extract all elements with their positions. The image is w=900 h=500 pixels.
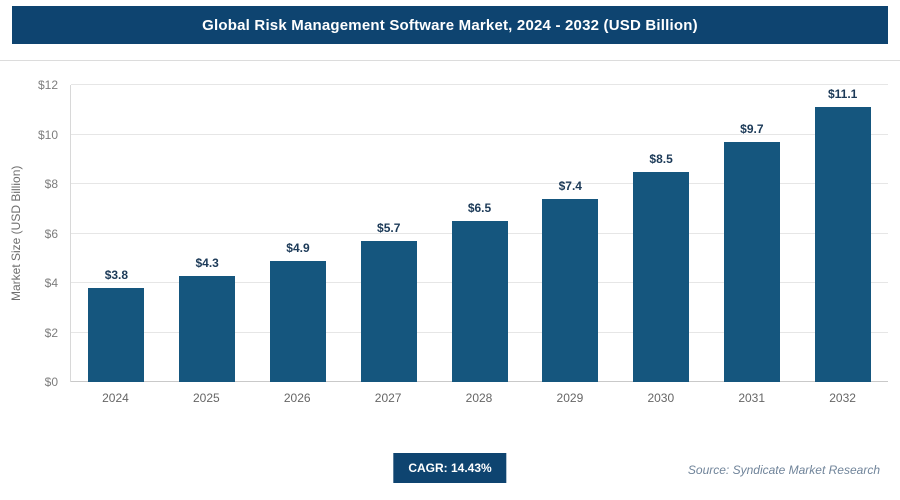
bar-cell-2030: $8.5 [616,85,707,382]
y-tick-label: $12 [37,78,58,92]
gridline [71,84,888,85]
bar-value-label: $4.9 [286,240,310,255]
y-axis-ticks: $0 $2 $4 $6 $8 $10 $12 [26,78,66,389]
y-tick-label: $8 [44,177,58,191]
bar-value-label: $8.5 [649,151,673,166]
bar-value-label: $7.4 [558,178,582,193]
bar-cell-2031: $9.7 [706,85,797,382]
bar-value-label: $4.3 [195,255,219,270]
chart-title-bar: Global Risk Management Software Market, … [12,6,888,44]
bar-2024 [88,287,145,382]
y-tick-label: $0 [44,375,58,389]
x-tick-label-2025: 2025 [192,391,220,405]
bar-cell-2027: $5.7 [343,85,434,382]
source-note: Source: Syndicate Market Research [687,463,880,477]
x-tick-label-2028: 2028 [465,391,493,405]
bar-value-label: $3.8 [104,267,129,282]
header-divider [0,60,900,61]
y-tick-label: $4 [44,276,58,290]
bar-cell-2028: $6.5 [434,85,525,382]
bar-value-label: $6.5 [467,201,492,216]
chart-title: Global Risk Management Software Market, … [202,16,698,34]
x-axis-labels: 2024 2025 2026 2027 2028 2029 2030 2031 2032 [70,391,888,405]
x-tick-label-2029: 2029 [556,391,584,405]
x-tick-label-2026: 2026 [283,391,311,405]
bar-cell-2024: $3.8 [71,85,162,382]
y-axis-title: Market Size (USD Billion) [9,165,23,302]
bar-cell-2029: $7.4 [525,85,616,382]
bar-2029 [542,198,599,382]
bar-2027 [360,240,417,382]
y-tick-label: $6 [44,226,58,241]
cagr-badge: CAGR: 14.43% [393,453,507,483]
x-tick-label-2024: 2024 [102,391,129,405]
bar-value-label: $11.1 [827,87,858,102]
gridline [71,183,888,184]
bars-row: $3.8 $4.3 $4.9 $5.7 $6.5 $7.4 $8.5 $9.7 $11.1 [71,85,888,382]
bar-value-label: $9.7 [740,121,764,136]
bar-cell-2032: $11.1 [797,85,888,382]
bar-chart: $3.8 $4.3 $4.9 $5.7 $6.5 $7.4 $8.5 $9.7 $11.1 20… [70,84,888,405]
x-tick-label-2027: 2027 [374,391,402,405]
bar-2028 [451,221,508,382]
x-tick-label-2030: 2030 [647,391,675,405]
bar-2025 [179,275,236,382]
bar-2030 [633,171,690,382]
bar-value-label: $5.7 [377,220,401,235]
bar-2026 [269,260,326,382]
y-tick-label: $10 [37,127,58,142]
x-tick-label-2031: 2031 [738,391,766,405]
x-tick-label-2032: 2032 [829,391,856,405]
bar-cell-2025: $4.3 [162,85,253,382]
bar-2032 [814,107,871,382]
bar-cell-2026: $4.9 [253,85,344,382]
gridline [71,133,888,135]
y-tick-label: $2 [44,325,58,340]
bar-2031 [723,141,780,382]
plot-area: $3.8 $4.3 $4.9 $5.7 $6.5 $7.4 $8.5 $9.7 $11.1 [70,84,888,382]
